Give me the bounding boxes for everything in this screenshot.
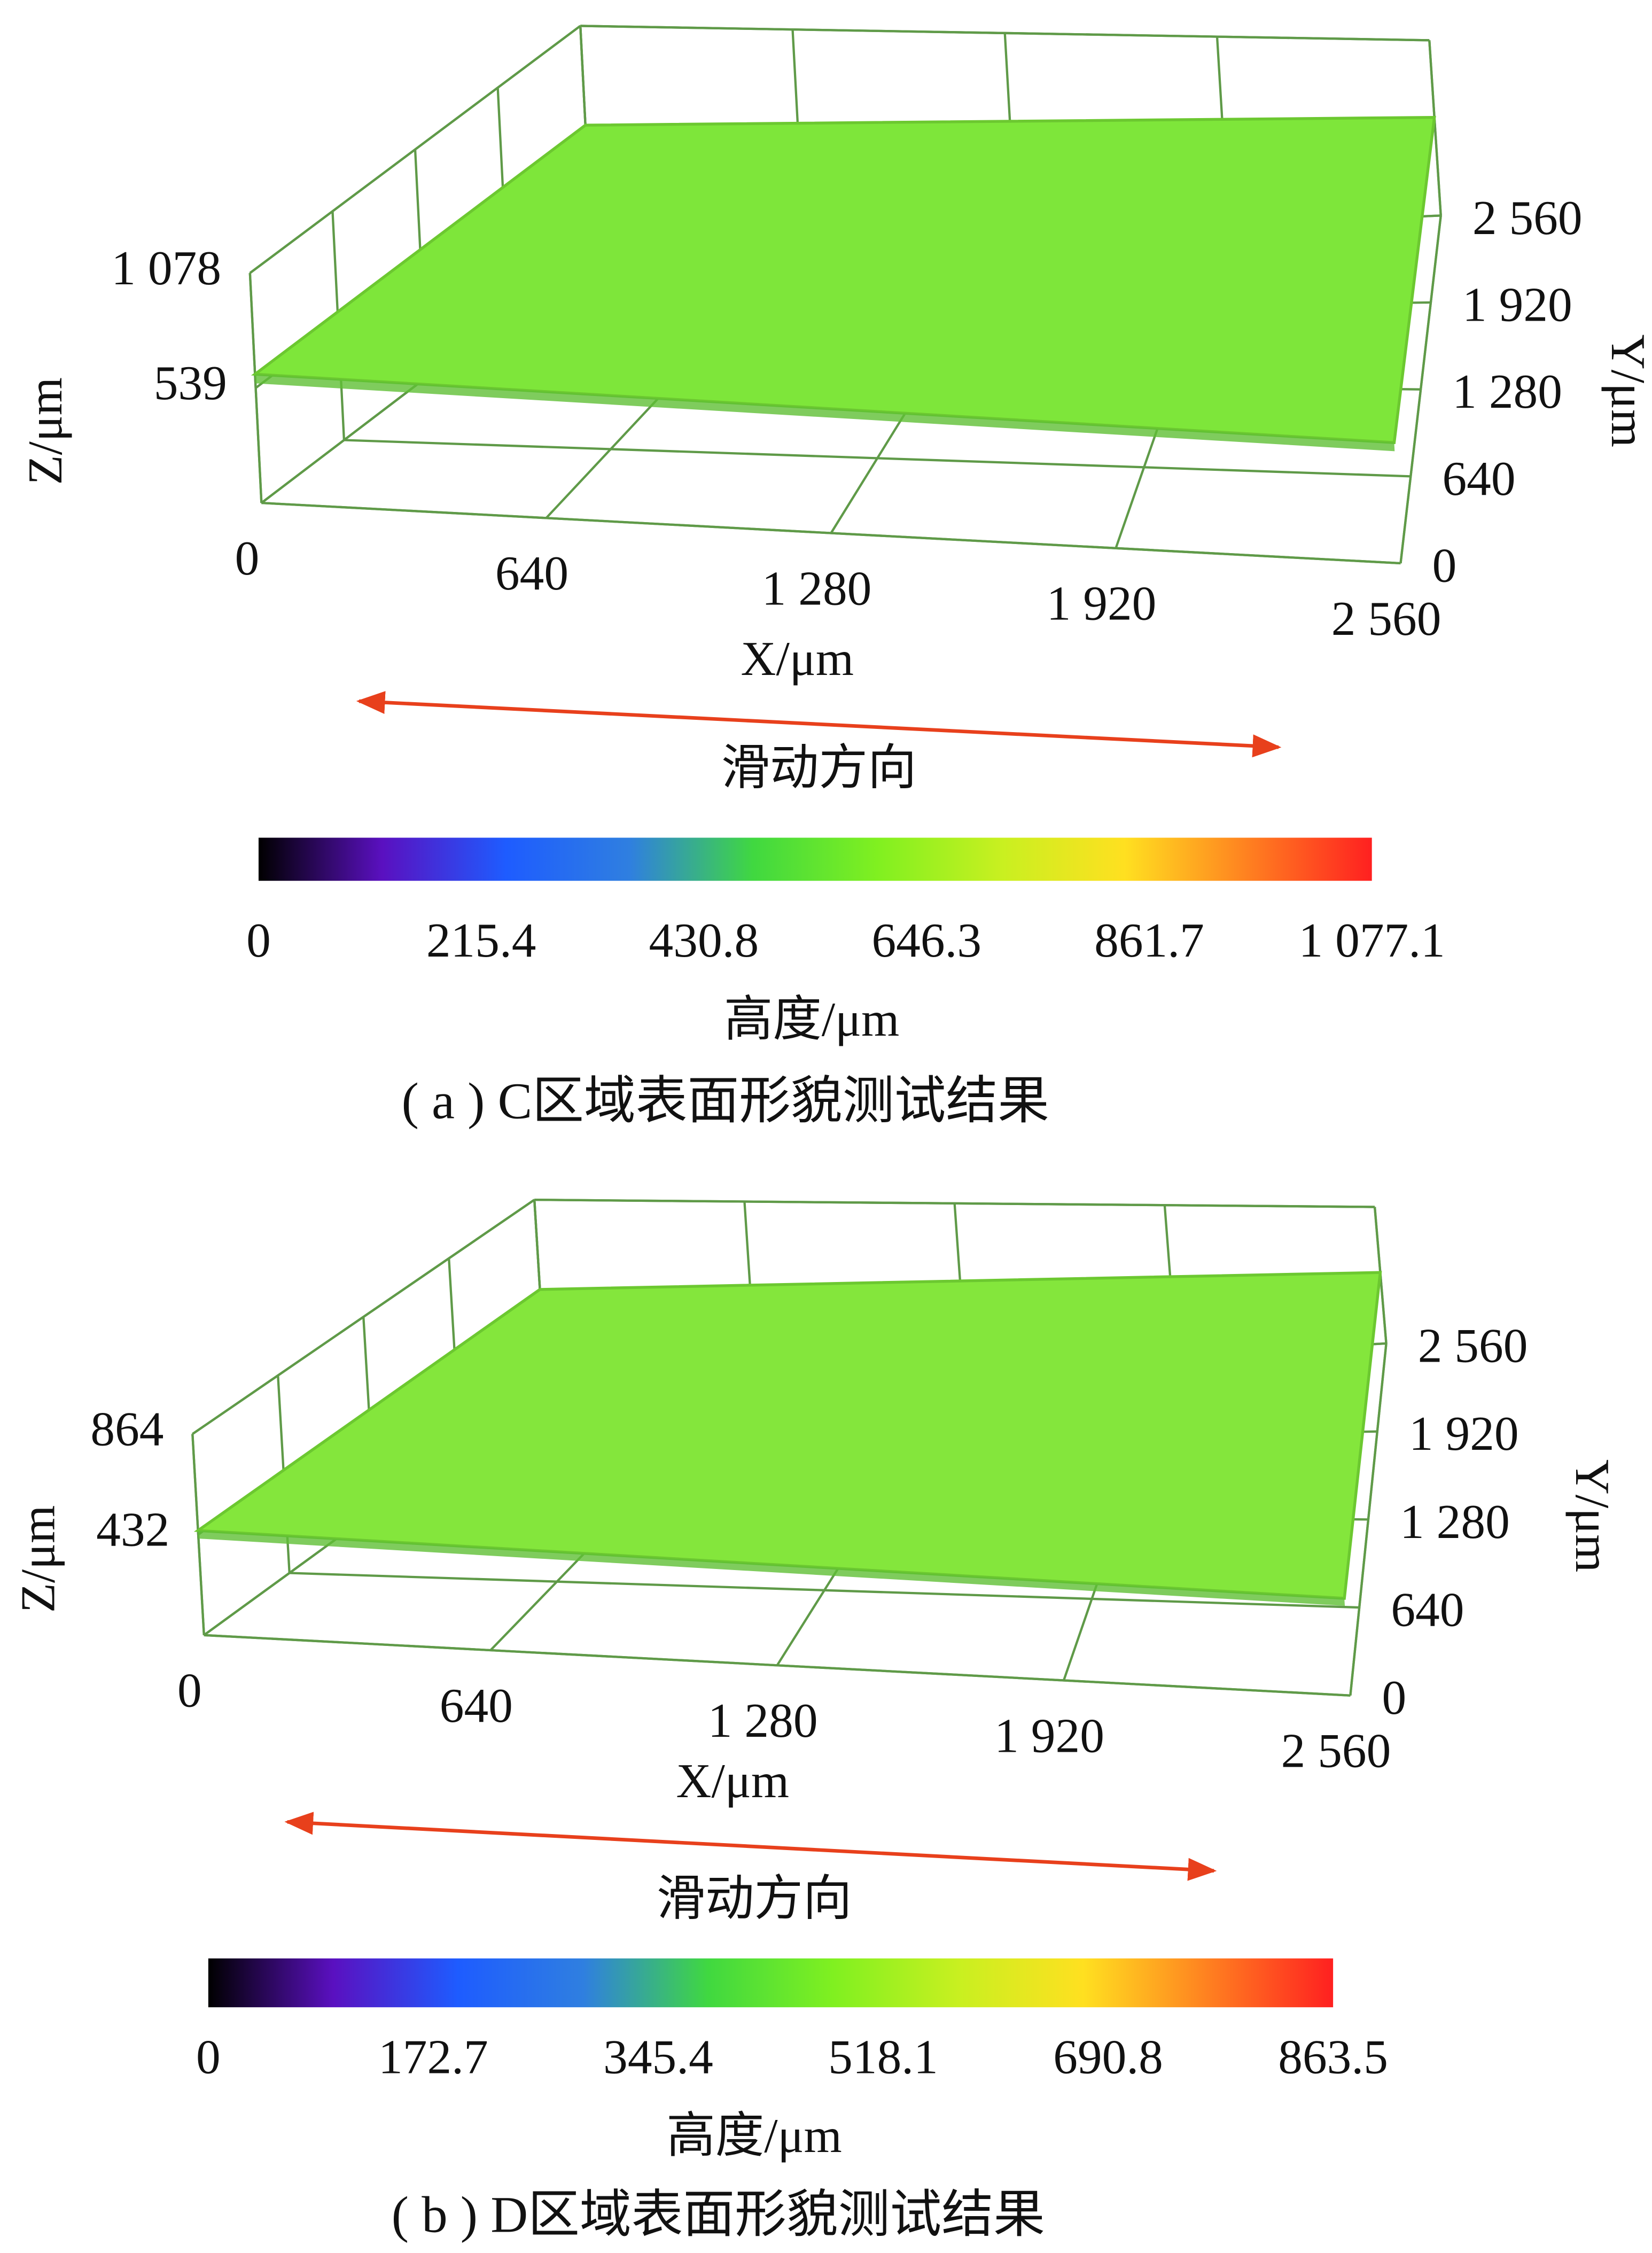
z-tick-label: 1 078 bbox=[111, 241, 221, 295]
colorbar-tick-label: 690.8 bbox=[1053, 2030, 1163, 2084]
y-axis-label: Y/μm bbox=[1601, 335, 1652, 448]
direction-arrow bbox=[284, 1812, 1217, 1881]
grid-line bbox=[580, 25, 1430, 42]
surface-edge bbox=[255, 374, 1395, 452]
colorbar bbox=[208, 1958, 1334, 2008]
caption: ( b ) D区域表面形貌测试结果 bbox=[392, 2186, 1045, 2243]
y-tick-label: 1 280 bbox=[1452, 364, 1562, 418]
surface-edge bbox=[198, 1531, 1345, 1606]
colorbar-tick-label: 518.1 bbox=[828, 2030, 938, 2084]
colorbar-tick-label: 345.4 bbox=[603, 2030, 713, 2084]
z-tick-label: 432 bbox=[96, 1503, 169, 1557]
surface bbox=[193, 1271, 1382, 1600]
x-tick-label: 640 bbox=[495, 546, 568, 600]
y-tick-label: 0 bbox=[1432, 538, 1457, 592]
annotation: 滑动方向 bbox=[721, 741, 917, 795]
grid-line bbox=[192, 1199, 535, 1435]
y-tick-label: 1 920 bbox=[1409, 1407, 1519, 1460]
y-tick-label: 640 bbox=[1391, 1582, 1464, 1636]
x-tick-label: 0 bbox=[235, 531, 260, 585]
grid-line bbox=[204, 1634, 1351, 1697]
y-tick-label: 2 560 bbox=[1472, 191, 1583, 245]
direction-arrow bbox=[356, 691, 1282, 758]
z-tick-label: 539 bbox=[154, 356, 227, 410]
x-tick-label: 1 920 bbox=[994, 1708, 1104, 1762]
colorbar-tick-label: 430.8 bbox=[649, 913, 759, 967]
colorbar-tick-label: 861.7 bbox=[1094, 913, 1204, 967]
x-axis-label: X/μm bbox=[741, 632, 854, 686]
grid-line bbox=[1399, 215, 1442, 564]
z-tick-label: 864 bbox=[90, 1402, 163, 1456]
colorbar-tick-label: 0 bbox=[246, 913, 271, 967]
y-tick-label: 0 bbox=[1382, 1671, 1407, 1724]
grid-line bbox=[289, 1572, 1360, 1609]
z-axis-label: Z/μm bbox=[11, 1505, 65, 1613]
x-tick-label: 1 280 bbox=[708, 1693, 818, 1747]
x-tick-label: 2 560 bbox=[1331, 592, 1441, 646]
grid-line bbox=[261, 501, 1401, 565]
y-tick-label: 1 280 bbox=[1400, 1495, 1510, 1549]
caption: ( a ) C区域表面形貌测试结果 bbox=[402, 1073, 1049, 1130]
x-tick-label: 1 920 bbox=[1047, 577, 1157, 631]
colorbar-label: 高度/μm bbox=[666, 2109, 841, 2163]
grid-line bbox=[534, 1198, 1375, 1208]
y-tick-label: 1 920 bbox=[1462, 277, 1572, 331]
grid-line bbox=[344, 439, 1411, 478]
y-axis-label: Y/μm bbox=[1565, 1459, 1619, 1573]
x-tick-label: 0 bbox=[177, 1664, 202, 1718]
colorbar-label: 高度/μm bbox=[724, 992, 899, 1046]
y-tick-label: 2 560 bbox=[1418, 1318, 1528, 1372]
x-tick-label: 2 560 bbox=[1281, 1724, 1391, 1778]
colorbar-tick-label: 172.7 bbox=[378, 2030, 488, 2084]
x-tick-label: 1 280 bbox=[762, 561, 872, 615]
annotation: 滑动方向 bbox=[657, 1872, 852, 1926]
colorbar-tick-label: 863.5 bbox=[1278, 2030, 1388, 2084]
colorbar-tick-label: 215.4 bbox=[426, 913, 536, 967]
x-tick-label: 640 bbox=[440, 1679, 513, 1733]
y-tick-label: 640 bbox=[1442, 452, 1515, 506]
z-axis-label: Z/μm bbox=[18, 377, 72, 485]
colorbar bbox=[258, 837, 1372, 881]
colorbar-tick-label: 1 077.1 bbox=[1299, 913, 1445, 967]
colorbar-tick-label: 0 bbox=[196, 2030, 221, 2084]
colorbar-tick-label: 646.3 bbox=[871, 913, 981, 967]
grid-line bbox=[249, 25, 581, 274]
x-axis-label: X/μm bbox=[676, 1754, 789, 1808]
